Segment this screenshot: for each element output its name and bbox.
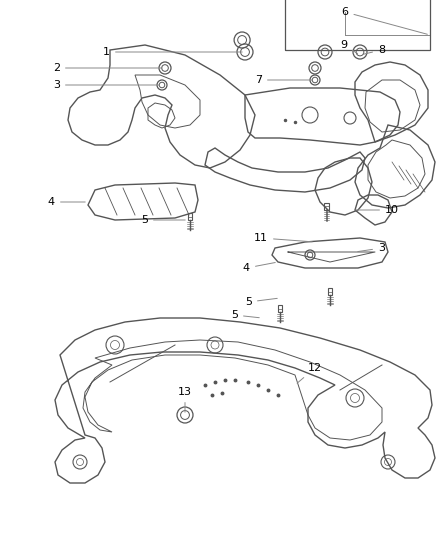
Text: 3: 3 (358, 243, 385, 253)
Bar (278, 305, 282, 312)
Bar (285, 0, 430, 50)
Text: 5: 5 (245, 297, 277, 307)
Text: 12: 12 (297, 363, 322, 383)
Text: 8: 8 (363, 45, 385, 55)
Text: 9: 9 (340, 40, 358, 53)
Text: 2: 2 (53, 63, 162, 73)
Bar (324, 203, 329, 210)
Text: 13: 13 (178, 387, 192, 412)
Text: 5: 5 (231, 310, 259, 320)
Text: 11: 11 (254, 233, 312, 243)
Text: 1: 1 (103, 47, 242, 57)
Text: 5: 5 (141, 215, 185, 225)
Text: 4: 4 (243, 263, 275, 273)
Bar (188, 213, 192, 220)
Text: 4: 4 (48, 197, 85, 207)
Text: 7: 7 (255, 75, 312, 85)
Bar (328, 288, 332, 295)
Text: 3: 3 (53, 80, 159, 90)
Text: 6: 6 (342, 7, 427, 34)
Text: 10: 10 (356, 205, 399, 215)
